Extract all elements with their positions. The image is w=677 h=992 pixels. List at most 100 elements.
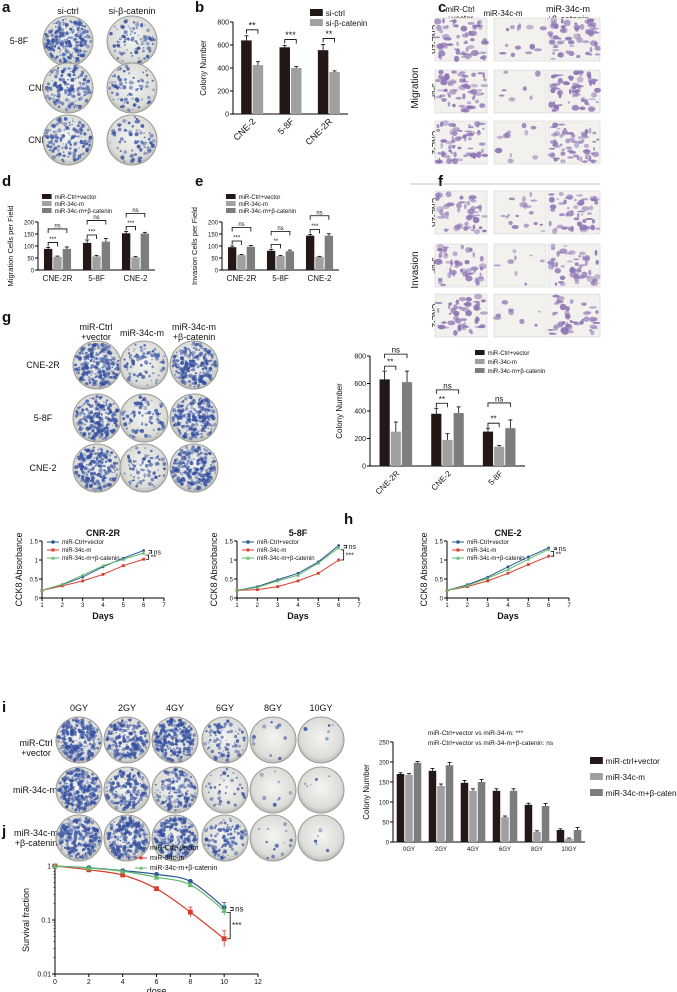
stained-cell: [591, 281, 596, 285]
colony-dot: [201, 413, 204, 415]
colony-dot: [111, 84, 115, 87]
colony-dot: [114, 755, 117, 759]
colony-dot: [83, 746, 85, 749]
colony-dot: [57, 105, 61, 108]
colony-dot: [98, 737, 100, 739]
colony-dot: [161, 742, 165, 746]
colony-dot: [190, 404, 193, 407]
stained-cell: [563, 19, 571, 27]
x-tick-label: 2: [466, 603, 470, 609]
stained-cell: [556, 52, 562, 58]
colony-dot: [174, 739, 179, 744]
stained-cell: [511, 225, 519, 230]
colony-dot: [175, 468, 180, 473]
colony-dot: [80, 153, 83, 155]
stained-cell: [515, 214, 519, 218]
colony-dot: [112, 467, 115, 470]
colony-dot: [213, 730, 217, 735]
colony-dot: [141, 461, 144, 464]
stained-cell: [446, 217, 449, 220]
colony-dot: [67, 73, 72, 77]
colony-dot: [161, 747, 163, 750]
dish: [119, 393, 169, 443]
colony-dot: [161, 360, 165, 364]
colony-dot: [110, 133, 113, 135]
colony-dot: [138, 372, 143, 377]
stained-cell: [457, 325, 462, 332]
stained-cell: [579, 228, 588, 233]
stained-cell: [459, 77, 463, 82]
bar: [121, 233, 131, 270]
colony-dot: [79, 86, 83, 90]
colony-dot: [154, 356, 160, 361]
colony-dot: [145, 41, 150, 46]
colony-dot: [215, 743, 220, 748]
colony-dot: [95, 414, 99, 419]
colony-dot: [67, 36, 71, 39]
colony-dot: [154, 457, 156, 460]
colony-dot: [186, 753, 189, 756]
significance-label: **: [249, 20, 257, 30]
stained-cell: [585, 275, 591, 279]
colony-dot: [64, 48, 69, 53]
stained-cell: [449, 267, 452, 273]
col-header-line: +vector: [81, 332, 111, 342]
colony-dot: [132, 21, 136, 24]
data-point: [547, 554, 551, 558]
colony-dot: [78, 768, 83, 773]
colony-dot: [147, 148, 152, 153]
colony-dot: [123, 364, 127, 368]
colony-dot: [80, 452, 83, 455]
colony-dot: [90, 374, 92, 376]
stained-cell: [533, 48, 542, 52]
colony-dot: [103, 380, 108, 385]
legend-entry: miR-34c-m: [62, 548, 91, 554]
colony-dot: [196, 479, 199, 482]
colony-dot: [186, 404, 189, 407]
colony-dot: [79, 411, 82, 414]
colony-dot: [199, 374, 201, 376]
colony-dot: [57, 119, 61, 123]
colony-dot: [192, 415, 195, 418]
colony-dot: [151, 399, 153, 402]
colony-dot: [85, 479, 90, 484]
significance-label: **: [273, 239, 278, 245]
colony-dot: [172, 461, 176, 465]
colony-dot: [156, 417, 160, 421]
invasion-field: [434, 293, 488, 338]
stained-cell: [483, 78, 487, 82]
stained-cell: [578, 254, 581, 258]
colony-dot: [193, 446, 195, 448]
colony-dot: [135, 782, 138, 785]
colony-dot: [209, 452, 212, 456]
colony-dot: [126, 735, 130, 740]
colony-dot: [69, 107, 71, 110]
colony-dot: [71, 776, 74, 779]
colony-dot: [99, 457, 101, 459]
dish-plate: [119, 340, 169, 390]
colony-dot: [156, 744, 160, 747]
colony-dot: [81, 70, 85, 74]
stained-cell: [477, 88, 483, 92]
stained-cell: [453, 225, 461, 232]
colony-dot: [79, 127, 83, 131]
colony-dot: [111, 743, 114, 747]
stained-cell: [452, 144, 456, 148]
colony-dot: [59, 51, 61, 53]
significance-bracket: [125, 225, 136, 231]
colony-dot: [134, 47, 138, 52]
colony-dot: [175, 375, 178, 378]
colony-dot: [66, 39, 69, 41]
colony-dot: [196, 364, 201, 368]
colony-dot: [210, 464, 213, 466]
colony-dot: [129, 154, 133, 158]
colony-dot: [132, 350, 135, 352]
colony-dot: [64, 790, 68, 795]
stained-cell: [583, 143, 590, 148]
colony-dot: [152, 429, 155, 431]
stained-cell: [463, 53, 471, 58]
colony-dot: [86, 779, 88, 781]
colony-dot: [88, 436, 90, 438]
colony-dot: [68, 134, 71, 136]
